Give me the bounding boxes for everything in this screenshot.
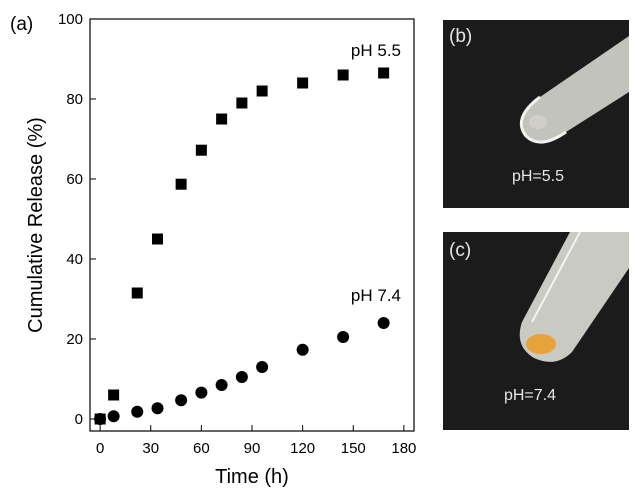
tube-b-icon [521,36,629,143]
data-point-circle [215,379,228,391]
photo-b-caption: pH=5.5 [512,168,564,185]
x-tick-label: 60 [193,440,210,457]
series-ph55 [94,67,390,425]
data-point-circle [94,413,107,425]
data-point-circle [377,317,390,329]
data-point-circle [337,331,350,343]
data-point-circle [235,371,248,383]
data-point-square [175,178,187,190]
data-point-circle [131,405,144,418]
panel-a-label: (a) [10,14,33,35]
photo-b: (b) pH=5.5 [443,20,629,208]
y-tick-label: 100 [58,11,83,28]
data-point-square [152,233,163,245]
y-tick-label: 60 [66,171,83,188]
x-tick-label: 30 [142,440,159,457]
tube-b-rim [519,95,567,144]
x-tick-label: 0 [96,440,104,457]
pellet-c [526,334,556,354]
data-point-circle [296,343,309,356]
data-point-square [108,389,120,401]
x-tick-label: 90 [244,440,261,457]
y-tick-label: 80 [66,91,83,108]
data-point-square [216,113,228,125]
tube-c-highlight [531,231,581,323]
tube-c-icon [519,232,629,362]
series-ph74 [94,317,390,425]
data-point-square [378,67,390,79]
plot-frame [89,18,415,432]
panel-b-label: (b) [449,26,472,47]
y-axis-label: Cumulative Release (%) [25,117,47,333]
panel-c-label: (c) [449,240,471,261]
y-tick-label: 40 [66,251,83,268]
photo-c-caption: pH=7.4 [504,387,556,404]
data-point-circle [175,394,188,407]
data-point-square [131,287,143,299]
y-axis-ticks: 0 20 40 60 80 100 [58,11,96,428]
data-point-circle [151,402,164,415]
x-tick-label: 120 [290,440,315,457]
y-tick-label: 0 [75,411,83,428]
data-point-square [256,85,268,97]
pellet-b [529,115,547,129]
data-point-circle [195,386,208,399]
data-point-square [297,77,309,89]
data-point-circle [256,361,269,373]
annotation-ph74: pH 7.4 [351,286,401,305]
x-tick-label: 150 [341,440,366,457]
y-tick-label: 20 [66,331,83,348]
data-point-square [195,144,207,156]
x-axis-label: Time (h) [215,466,289,488]
data-point-circle [107,410,120,423]
data-point-square [236,97,248,109]
data-series [94,67,390,425]
photo-c: (c) pH=7.4 [443,231,629,430]
x-axis-ticks: 0 30 60 90 120 150 180 [96,425,416,457]
annotation-ph55: pH 5.5 [351,41,401,60]
x-tick-label: 180 [391,440,416,457]
data-point-square [337,69,349,81]
